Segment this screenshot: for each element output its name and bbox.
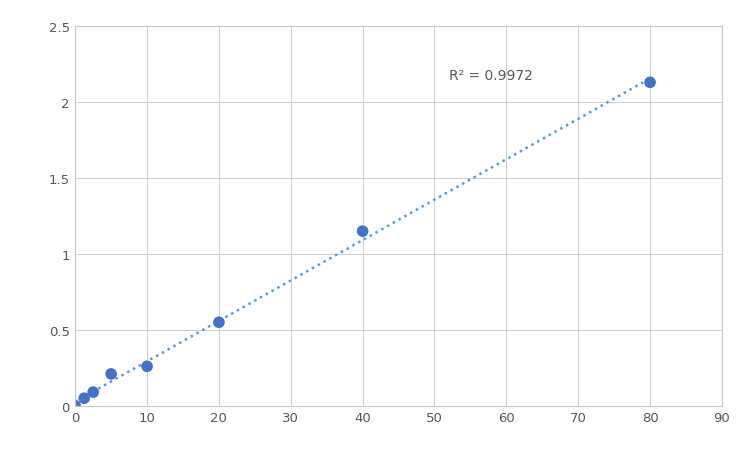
- Point: [87, 389, 99, 396]
- Point: [141, 363, 153, 370]
- Point: [69, 402, 81, 410]
- Point: [356, 228, 368, 235]
- Point: [644, 79, 656, 87]
- Text: R² = 0.9972: R² = 0.9972: [449, 69, 532, 83]
- Point: [78, 395, 90, 402]
- Point: [213, 319, 225, 326]
- Point: [105, 370, 117, 377]
